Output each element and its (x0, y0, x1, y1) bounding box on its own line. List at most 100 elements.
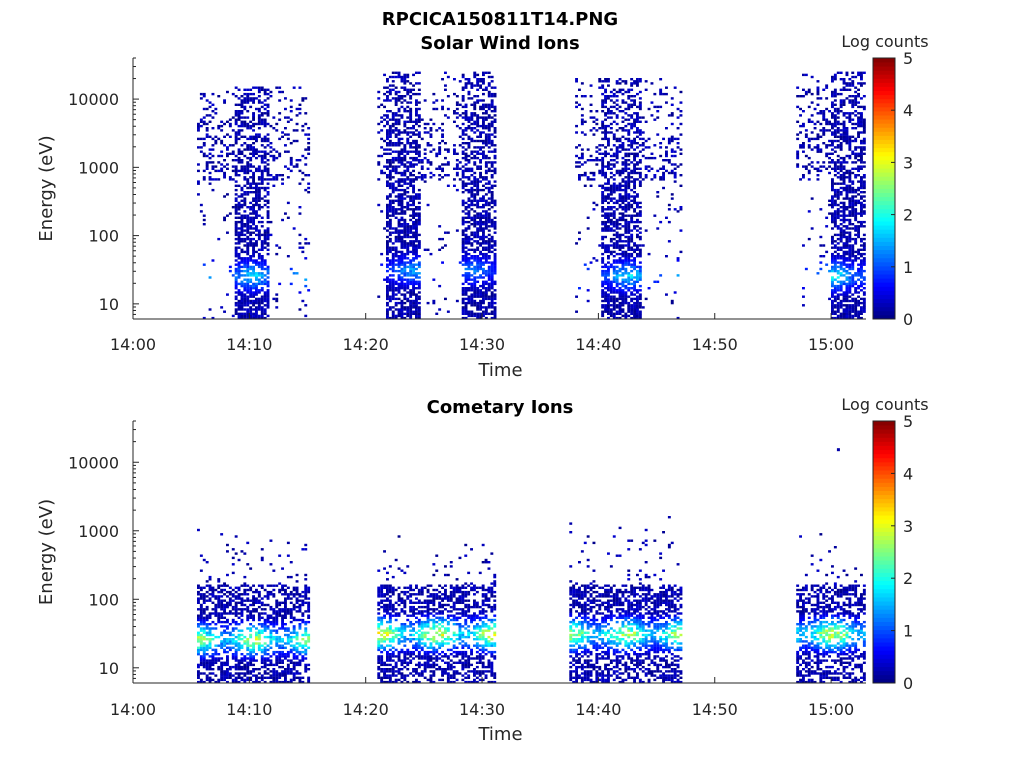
data-cell (467, 282, 471, 286)
data-cell (240, 299, 244, 303)
data-cell (621, 180, 625, 183)
data-cell (275, 174, 279, 177)
data-cell (461, 229, 465, 232)
data-cell (243, 250, 247, 254)
data-cell (240, 203, 244, 207)
data-cell (473, 255, 477, 258)
data-cell (281, 90, 284, 94)
data-cell (490, 274, 494, 277)
data-cell (226, 152, 229, 155)
data-cell (490, 312, 494, 315)
data-cell (833, 210, 837, 213)
data-cell (482, 291, 485, 294)
data-cell (627, 139, 631, 143)
data-cell (391, 201, 395, 205)
data-cell (386, 90, 389, 94)
data-cell (607, 295, 610, 298)
data-cell (473, 182, 477, 185)
data-cell (644, 176, 648, 179)
data-cell (589, 110, 593, 113)
data-cell (246, 171, 250, 175)
data-cell (633, 163, 636, 166)
data-cell (391, 210, 395, 213)
data-cell (828, 171, 831, 175)
data-cell (226, 148, 229, 151)
data-cell (848, 197, 852, 200)
data-cell (197, 163, 200, 166)
data-cell (484, 86, 488, 89)
data-cell (665, 127, 668, 130)
data-cell (444, 84, 447, 87)
data-cell (618, 216, 622, 219)
data-cell (586, 299, 590, 303)
data-cell (476, 124, 480, 128)
data-cell (441, 163, 444, 166)
data-cell (470, 293, 474, 296)
data-cell (618, 197, 622, 200)
data-cell (839, 71, 843, 74)
data-cell (612, 101, 616, 104)
data-cell (484, 297, 488, 301)
data-cell (493, 148, 497, 151)
data-cell (266, 206, 270, 209)
data-cell (848, 176, 852, 179)
data-cell (604, 124, 607, 128)
data-cell (473, 154, 477, 158)
data-cell (857, 278, 860, 281)
data-cell (851, 127, 855, 130)
data-cell (394, 297, 398, 301)
data-cell (487, 156, 491, 160)
data-cell (828, 122, 831, 126)
data-cell (816, 167, 820, 170)
data-cell (627, 107, 631, 111)
data-cell (493, 154, 497, 158)
data-cell (482, 216, 485, 219)
data-cell (397, 122, 401, 126)
data-cell (266, 97, 270, 100)
data-cell (580, 154, 584, 158)
data-cell (482, 242, 485, 245)
data-cell (615, 139, 619, 143)
data-cell (409, 88, 413, 91)
data-cell (246, 265, 250, 269)
data-cell (397, 133, 401, 136)
data-cell (633, 210, 636, 213)
data-cell (624, 252, 628, 256)
data-cell (493, 129, 497, 132)
data-cell (444, 231, 447, 234)
data-cell (589, 159, 593, 162)
data-cell (854, 146, 858, 149)
data-cell (252, 304, 255, 307)
data-cell (609, 112, 613, 115)
data-cell (618, 289, 622, 292)
data-cell (455, 101, 459, 104)
data-cell (426, 131, 430, 134)
data-cell (473, 114, 477, 117)
data-cell (441, 122, 444, 126)
data-cell (403, 316, 407, 320)
data-cell (388, 88, 392, 91)
data-cell (607, 188, 610, 192)
data-cell (851, 212, 855, 215)
data-cell (627, 144, 631, 147)
data-cell (257, 282, 261, 286)
data-cell (615, 244, 619, 247)
data-cell (618, 293, 622, 296)
data-cell (228, 212, 232, 215)
data-cell (455, 116, 459, 119)
data-cell (388, 118, 392, 121)
data-cell (839, 144, 843, 147)
data-cell (845, 278, 849, 281)
data-cell (854, 176, 858, 179)
data-cell (601, 167, 605, 170)
data-cell (243, 287, 247, 290)
data-cell (295, 114, 299, 117)
data-cell (493, 263, 497, 266)
data-cell (831, 308, 834, 311)
data-cell (482, 124, 485, 128)
data-cell (263, 199, 267, 202)
data-cell (851, 214, 855, 217)
data-cell (406, 233, 410, 237)
data-cell (822, 116, 826, 119)
data-cell (406, 272, 410, 275)
